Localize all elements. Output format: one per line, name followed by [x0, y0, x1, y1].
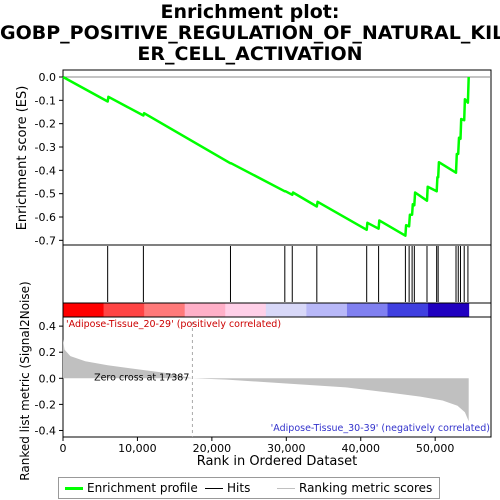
- x-axis-label: Rank in Ordered Dataset: [197, 454, 358, 469]
- legend-label-metric: Ranking metric scores: [299, 481, 433, 495]
- x-tick-label: 30,000: [267, 442, 306, 455]
- ranked-metric-panel: 0.4 0.2 0.0 -0.2 -0.4 Zero cross at 17387 'Adi…: [35, 316, 492, 438]
- heatmap-segment: [184, 303, 226, 317]
- metric-y-tick-label: 0.2: [39, 346, 57, 359]
- heatmap-bar: [62, 302, 492, 318]
- legend-label-hits: Hits: [227, 481, 251, 495]
- heatmap-segment: [103, 303, 145, 317]
- heatmap-segment: [63, 303, 105, 317]
- positive-correlation-label: 'Adipose-Tissue_20-29' (positively corre…: [66, 319, 281, 330]
- x-tick-label: 0: [60, 442, 67, 455]
- es-y-axis-label: Enrichment score (ES): [15, 86, 30, 231]
- zero-cross-label: Zero cross at 17387: [94, 372, 189, 383]
- legend: Enrichment profile Hits Ranking metric s…: [58, 477, 440, 499]
- x-tick-label: 20,000: [193, 442, 232, 455]
- heatmap-segment: [387, 303, 429, 317]
- enrichment-profile-line: [62, 75, 470, 237]
- legend-swatch-profile: [65, 487, 83, 490]
- metric-y-tick-label: 0.4: [39, 320, 57, 333]
- heatmap-segment: [306, 303, 348, 317]
- heatmap-segment: [265, 303, 307, 317]
- metric-y-tick-label: -0.4: [35, 424, 56, 437]
- legend-swatch-metric: [277, 488, 295, 489]
- es-y-tick-label: -0.3: [35, 141, 56, 154]
- title-line-1: Enrichment plot:: [160, 1, 340, 23]
- negative-correlation-label: 'Adipose-Tissue_30-39' (negatively corre…: [271, 423, 490, 434]
- es-y-tick-label: -0.7: [35, 234, 56, 247]
- x-axis: 0 10,000 20,000 30,000 40,000 50,000: [60, 437, 455, 455]
- es-y-tick-label: -0.5: [35, 188, 56, 201]
- legend-entry-ranking-metric: Ranking metric scores: [277, 481, 432, 495]
- title-line-2: GOBP_POSITIVE_REGULATION_OF_NATURAL_KILL: [0, 22, 500, 44]
- page-title: Enrichment plot: GOBP_POSITIVE_REGULATIO…: [0, 2, 500, 65]
- ranking-metric-area: [63, 339, 469, 422]
- x-tick-label: 50,000: [416, 442, 455, 455]
- es-y-tick-label: -0.4: [35, 164, 56, 177]
- heatmap-segment: [428, 303, 470, 317]
- hits-panel: [62, 244, 492, 304]
- es-y-tick-label: -0.2: [35, 118, 56, 131]
- metric-y-axis-label: Ranked list metric (Signal2Noise): [18, 281, 32, 480]
- heatmap-segment: [144, 303, 186, 317]
- x-tick-label: 10,000: [118, 442, 157, 455]
- hits-frame: [62, 244, 492, 304]
- heatmap-segment: [225, 303, 267, 317]
- es-panel: 0.0 -0.1 -0.2 -0.3 -0.4 -0.5 -0.6 -0.7: [35, 69, 492, 247]
- metric-y-tick-label: 0.0: [39, 372, 57, 385]
- es-y-tick-label: 0.0: [39, 71, 57, 84]
- legend-swatch-hits: [205, 488, 223, 489]
- metric-y-tick-label: -0.2: [35, 398, 56, 411]
- heatmap-segment: [346, 303, 389, 317]
- legend-entry-hits: Hits: [205, 481, 250, 495]
- es-y-tick-label: -0.6: [35, 211, 56, 224]
- title-line-3: ER_CELL_ACTIVATION: [137, 43, 363, 65]
- legend-label-profile: Enrichment profile: [87, 481, 198, 495]
- x-tick-label: 40,000: [341, 442, 380, 455]
- es-y-tick-label: -0.1: [35, 94, 56, 107]
- es-plot-frame: [62, 69, 492, 246]
- legend-entry-enrichment-profile: Enrichment profile: [65, 481, 198, 495]
